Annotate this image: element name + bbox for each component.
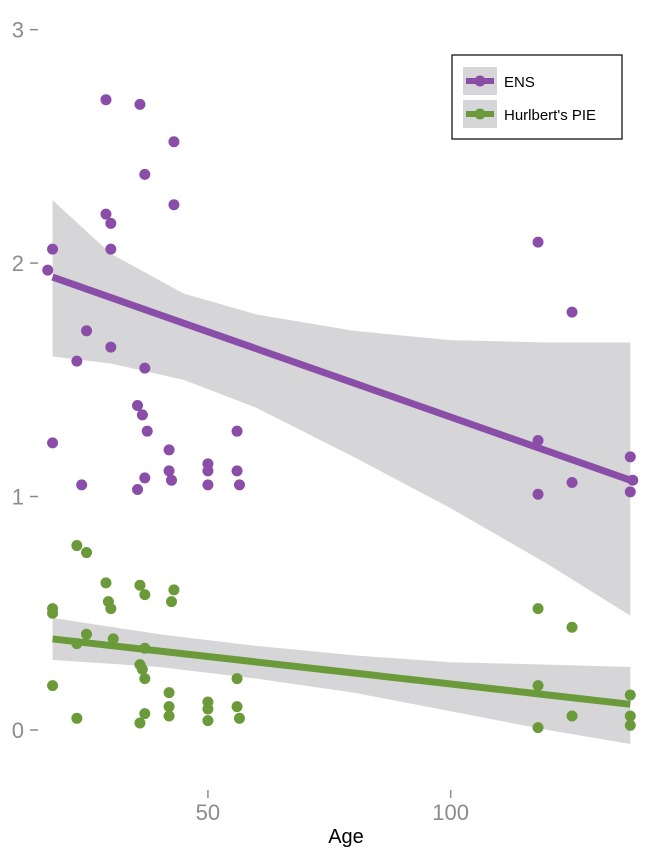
- point-hurlbert-s-pie-12: [134, 579, 146, 591]
- x-axis: Age 50 100: [196, 790, 469, 848]
- point-hurlbert-s-pie-27: [202, 715, 214, 727]
- confidence-bands: [52, 200, 631, 744]
- point-ens-23: [166, 474, 178, 486]
- legend: ENS Hurlbert's PIE: [451, 54, 623, 140]
- point-ens-4: [76, 479, 88, 491]
- point-hurlbert-s-pie-21: [166, 596, 178, 608]
- point-hurlbert-s-pie-30: [233, 712, 245, 724]
- point-ens-33: [566, 306, 578, 318]
- point-hurlbert-s-pie-20: [168, 584, 180, 596]
- y-tick-label-1: 1: [12, 485, 24, 510]
- point-ens-36: [627, 474, 639, 486]
- point-hurlbert-s-pie-18: [139, 708, 151, 720]
- data-points: [42, 94, 639, 734]
- point-hurlbert-s-pie-8: [100, 577, 112, 589]
- point-ens-10: [105, 243, 117, 255]
- point-ens-20: [168, 199, 180, 211]
- point-ens-8: [105, 217, 117, 229]
- x-tick-label-50: 50: [196, 800, 220, 825]
- point-ens-3: [71, 355, 83, 367]
- point-ens-34: [566, 477, 578, 489]
- point-ens-17: [139, 472, 151, 484]
- point-hurlbert-s-pie-2: [47, 680, 59, 692]
- point-ens-15: [136, 409, 148, 421]
- point-ens-19: [168, 136, 180, 148]
- point-ens-22: [163, 465, 175, 477]
- point-ens-13: [139, 362, 151, 374]
- x-tick-label-100: 100: [432, 800, 469, 825]
- point-hurlbert-s-pie-33: [532, 722, 544, 734]
- point-hurlbert-s-pie-32: [532, 680, 544, 692]
- point-hurlbert-s-pie-38: [624, 719, 636, 731]
- point-hurlbert-s-pie-5: [71, 712, 83, 724]
- point-hurlbert-s-pie-24: [163, 710, 175, 722]
- point-hurlbert-s-pie-26: [202, 703, 214, 715]
- legend-marker-hurlberts-pie: [474, 108, 486, 120]
- point-hurlbert-s-pie-31: [532, 603, 544, 615]
- point-ens-12: [139, 168, 151, 180]
- point-hurlbert-s-pie-37: [624, 710, 636, 722]
- point-hurlbert-s-pie-13: [139, 589, 151, 601]
- point-hurlbert-s-pie-34: [566, 621, 578, 633]
- point-hurlbert-s-pie-3: [71, 540, 83, 552]
- point-hurlbert-s-pie-16: [136, 663, 148, 675]
- point-hurlbert-s-pie-7: [81, 628, 93, 640]
- y-tick-label-2: 2: [12, 251, 24, 276]
- legend-label-hurlberts-pie: Hurlbert's PIE: [504, 107, 596, 124]
- point-hurlbert-s-pie-10: [105, 603, 117, 615]
- y-tick-label-3: 3: [12, 18, 24, 43]
- y-axis: 0 1 2 3: [12, 18, 38, 743]
- point-hurlbert-s-pie-35: [566, 710, 578, 722]
- point-ens-37: [624, 486, 636, 498]
- point-hurlbert-s-pie-29: [231, 701, 243, 713]
- point-ens-18: [132, 484, 144, 496]
- point-ens-26: [202, 479, 214, 491]
- point-hurlbert-s-pie-19: [134, 717, 146, 729]
- point-ens-0: [42, 264, 54, 276]
- point-ens-27: [231, 425, 243, 437]
- point-ens-30: [532, 236, 544, 248]
- point-ens-25: [202, 465, 214, 477]
- point-ens-6: [100, 94, 112, 106]
- x-axis-title: Age: [328, 826, 364, 848]
- legend-marker-ens: [474, 75, 486, 87]
- point-hurlbert-s-pie-36: [624, 689, 636, 701]
- legend-item-ens: ENS: [463, 67, 535, 95]
- point-ens-11: [134, 98, 146, 110]
- point-hurlbert-s-pie-4: [71, 638, 83, 650]
- legend-label-ens: ENS: [504, 74, 535, 91]
- point-ens-16: [141, 425, 153, 437]
- confidence-band-hurlbert-s-pie: [52, 617, 631, 744]
- legend-item-hurlberts-pie: Hurlbert's PIE: [463, 100, 596, 128]
- confidence-band-ens: [52, 200, 631, 616]
- point-ens-35: [624, 451, 636, 463]
- point-hurlbert-s-pie-17: [139, 673, 151, 685]
- point-hurlbert-s-pie-23: [163, 701, 175, 713]
- point-ens-1: [47, 243, 59, 255]
- trend-line-ens: [51, 273, 632, 484]
- point-hurlbert-s-pie-6: [81, 547, 93, 559]
- point-ens-7: [100, 208, 112, 220]
- point-hurlbert-s-pie-14: [139, 642, 151, 654]
- point-ens-5: [81, 325, 93, 337]
- point-ens-9: [105, 341, 117, 353]
- point-hurlbert-s-pie-1: [47, 607, 59, 619]
- point-ens-2: [47, 437, 59, 449]
- point-ens-32: [532, 488, 544, 500]
- point-ens-21: [163, 444, 175, 456]
- point-ens-14: [132, 399, 144, 411]
- point-hurlbert-s-pie-28: [231, 673, 243, 685]
- point-ens-31: [532, 435, 544, 447]
- point-ens-28: [231, 465, 243, 477]
- y-tick-label-0: 0: [12, 718, 24, 743]
- point-ens-29: [233, 479, 245, 491]
- point-hurlbert-s-pie-22: [163, 687, 175, 699]
- point-hurlbert-s-pie-11: [107, 633, 119, 645]
